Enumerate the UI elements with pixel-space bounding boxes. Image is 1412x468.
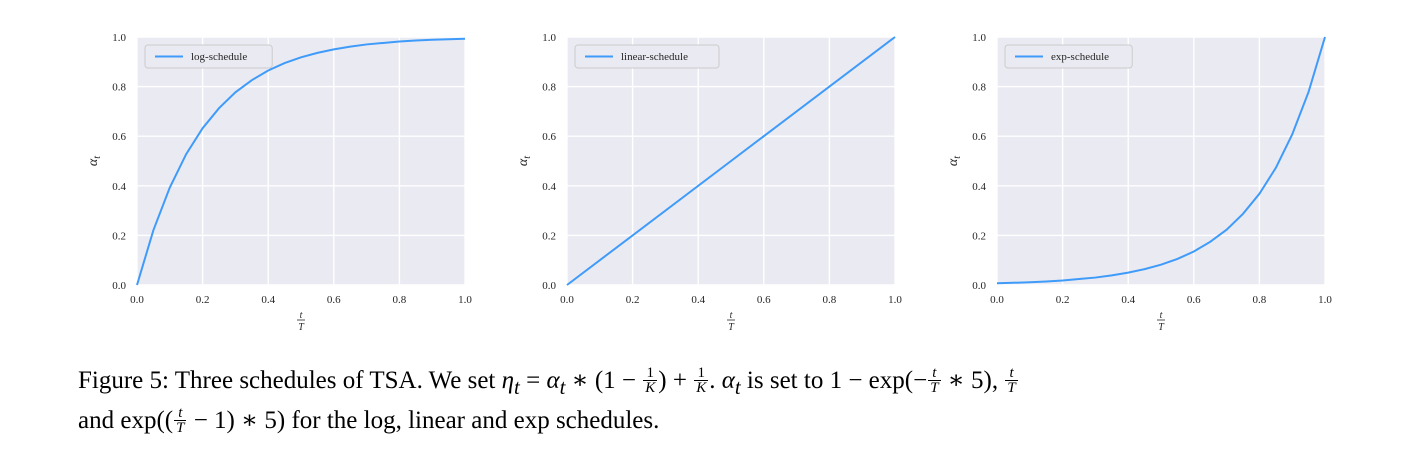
- legend: linear-schedule: [574, 44, 720, 69]
- y-tick-label: 1.0: [542, 32, 556, 44]
- x-tick-label: 1.0: [888, 294, 902, 306]
- caption-figure-label: Figure 5:: [78, 367, 169, 394]
- x-axis-label-denominator: T: [298, 322, 305, 333]
- caption-log-formula: 1 − exp(− t T ∗ 5),: [829, 364, 999, 396]
- plot-background: [997, 37, 1325, 285]
- y-tick-label: 0.2: [112, 230, 126, 242]
- series-line-linear-schedule: [566, 36, 896, 286]
- y-tick-label: 0.8: [972, 82, 986, 94]
- x-axis-label: tT: [297, 310, 305, 333]
- caption-line-1: Figure 5: Three schedules of TSA. We set…: [78, 364, 1368, 404]
- caption-text-1: Three schedules of TSA. We set: [174, 367, 496, 394]
- x-tick-label: 0.0: [130, 294, 144, 306]
- legend-box: [1004, 44, 1133, 69]
- x-axis-label: tT: [727, 310, 735, 333]
- x-tick-label: 0.0: [560, 294, 574, 306]
- caption-line-2: and exp((t T − 1) ∗ 5) for the log, linea…: [78, 404, 1368, 438]
- x-tick-label: 0.8: [393, 294, 407, 306]
- x-tick-label: 0.8: [823, 294, 837, 306]
- x-tick-label: 0.2: [1056, 294, 1070, 306]
- y-tick-label: 1.0: [972, 32, 986, 44]
- legend-label: log-schedule: [191, 51, 247, 63]
- series-line-exp-schedule: [996, 36, 1326, 285]
- chart-panel-3: 0.0 0.2 0.4 0.6 0.8 1.00.00.20.40.60.81.0tTαt…: [946, 32, 1332, 333]
- y-tick-label: 0.6: [972, 131, 986, 143]
- figure-caption: Figure 5: Three schedules of TSA. We set…: [78, 364, 1368, 438]
- legend: exp-schedule: [1004, 44, 1133, 69]
- x-tick-label: 0.6: [1187, 294, 1201, 306]
- y-tick-label: 0.0: [972, 280, 986, 292]
- y-tick-label: 0.6: [542, 131, 556, 143]
- x-axis-label-denominator: T: [1158, 322, 1165, 333]
- y-tick-label: 0.0: [112, 280, 126, 292]
- legend-box: [144, 44, 273, 69]
- x-axis-label-numerator: t: [300, 310, 303, 321]
- y-axis-label: αt: [946, 156, 963, 166]
- y-tick-label: 1.0: [112, 32, 126, 44]
- x-tick-label: 1.0: [458, 294, 472, 306]
- x-axis-label-denominator: T: [728, 322, 735, 333]
- y-tick-label: 0.8: [542, 82, 556, 94]
- x-axis-label-numerator: t: [730, 310, 733, 321]
- legend-label: linear-schedule: [621, 51, 688, 63]
- y-tick-label: 0.4: [972, 181, 986, 193]
- y-tick-label: 0.2: [542, 230, 556, 242]
- legend-label: exp-schedule: [1051, 51, 1109, 63]
- y-tick-label: 0.6: [112, 131, 126, 143]
- chart-panel-2: 0.0 0.2 0.4 0.6 0.8 1.00.00.20.40.60.81.0tTαt…: [516, 32, 902, 333]
- series-line-log-schedule: [136, 37, 466, 286]
- caption-text-3: and: [78, 407, 115, 434]
- x-axis-label: tT: [1157, 310, 1165, 333]
- chart-panel-1: 0.0 0.2 0.4 0.6 0.8 1.00.00.20.40.60.81.0tTαt…: [86, 32, 472, 333]
- x-tick-label: 0.6: [327, 294, 341, 306]
- x-tick-label: 0.4: [1121, 294, 1135, 306]
- caption-exp-formula: exp((t T − 1) ∗ 5): [120, 404, 286, 436]
- legend: log-schedule: [144, 44, 273, 69]
- y-tick-label: 0.0: [542, 280, 556, 292]
- y-tick-label: 0.2: [972, 230, 986, 242]
- y-tick-label: 0.4: [542, 181, 556, 193]
- x-tick-label: 0.8: [1253, 294, 1267, 306]
- caption-alpha-symbol: αt: [721, 367, 741, 399]
- x-tick-label: 0.4: [261, 294, 275, 306]
- caption-text-2: is set to: [746, 367, 824, 394]
- y-tick-label: 0.4: [112, 181, 126, 193]
- y-axis-label: αt: [516, 156, 533, 166]
- x-tick-label: 0.2: [196, 294, 210, 306]
- caption-text-4: for the log, linear and exp schedules.: [291, 407, 660, 434]
- legend-box: [574, 44, 720, 69]
- x-tick-label: 0.2: [626, 294, 640, 306]
- x-tick-label: 0.4: [691, 294, 705, 306]
- x-tick-label: 1.0: [1318, 294, 1332, 306]
- x-tick-label: 0.0: [990, 294, 1004, 306]
- y-axis-label: αt: [86, 156, 103, 166]
- x-axis-label-numerator: t: [1160, 310, 1163, 321]
- x-tick-label: 0.6: [757, 294, 771, 306]
- figure: 0.0 0.2 0.4 0.6 0.8 1.00.00.20.40.60.81.0tTαt…: [86, 32, 1332, 333]
- y-tick-label: 0.8: [112, 82, 126, 94]
- plot-background: [137, 37, 465, 285]
